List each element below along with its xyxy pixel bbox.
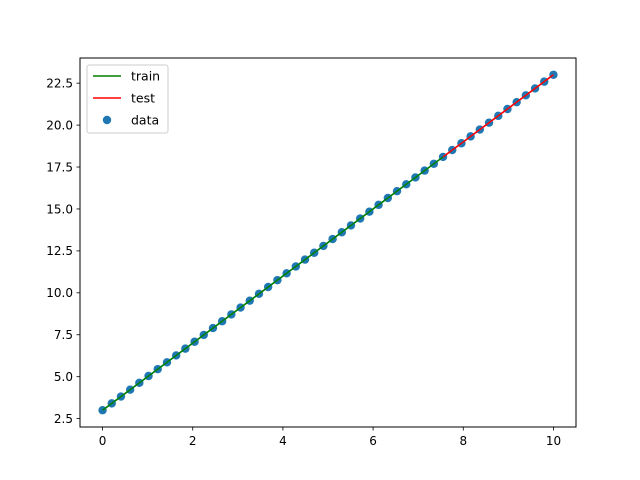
plot-content bbox=[98, 70, 558, 415]
legend-label-data: data bbox=[131, 113, 159, 128]
y-tick-label: 12.5 bbox=[46, 244, 73, 258]
legend-label-train: train bbox=[131, 69, 160, 84]
y-tick-label: 20.0 bbox=[46, 118, 73, 132]
x-tick-label: 6 bbox=[369, 434, 377, 448]
y-tick-label: 2.5 bbox=[54, 412, 73, 426]
y-tick-label: 10.0 bbox=[46, 286, 73, 300]
series-line-overlay-test bbox=[442, 74, 554, 158]
plot-frame bbox=[79, 57, 577, 428]
legend: train test data bbox=[86, 64, 169, 134]
y-tick-label: 17.5 bbox=[46, 160, 73, 174]
legend-label-test: test bbox=[131, 91, 155, 106]
legend-swatch-data bbox=[102, 115, 112, 125]
x-tick-label: 0 bbox=[99, 434, 107, 448]
y-tick-label: 7.5 bbox=[54, 328, 73, 342]
y-tick-label: 5.0 bbox=[54, 370, 73, 384]
series-line-overlay-train bbox=[102, 156, 444, 411]
y-tick-label: 15.0 bbox=[46, 202, 73, 216]
x-tick-label: 2 bbox=[189, 434, 197, 448]
y-tick-label: 22.5 bbox=[46, 76, 73, 90]
x-tick-label: 8 bbox=[459, 434, 467, 448]
x-axis: 0 2 4 6 8 10 bbox=[99, 427, 561, 448]
x-tick-label: 10 bbox=[546, 434, 561, 448]
y-axis: 2.5 5.0 7.5 10.0 12.5 15.0 17.5 20.0 22.5 bbox=[46, 76, 80, 426]
x-tick-label: 4 bbox=[279, 434, 287, 448]
